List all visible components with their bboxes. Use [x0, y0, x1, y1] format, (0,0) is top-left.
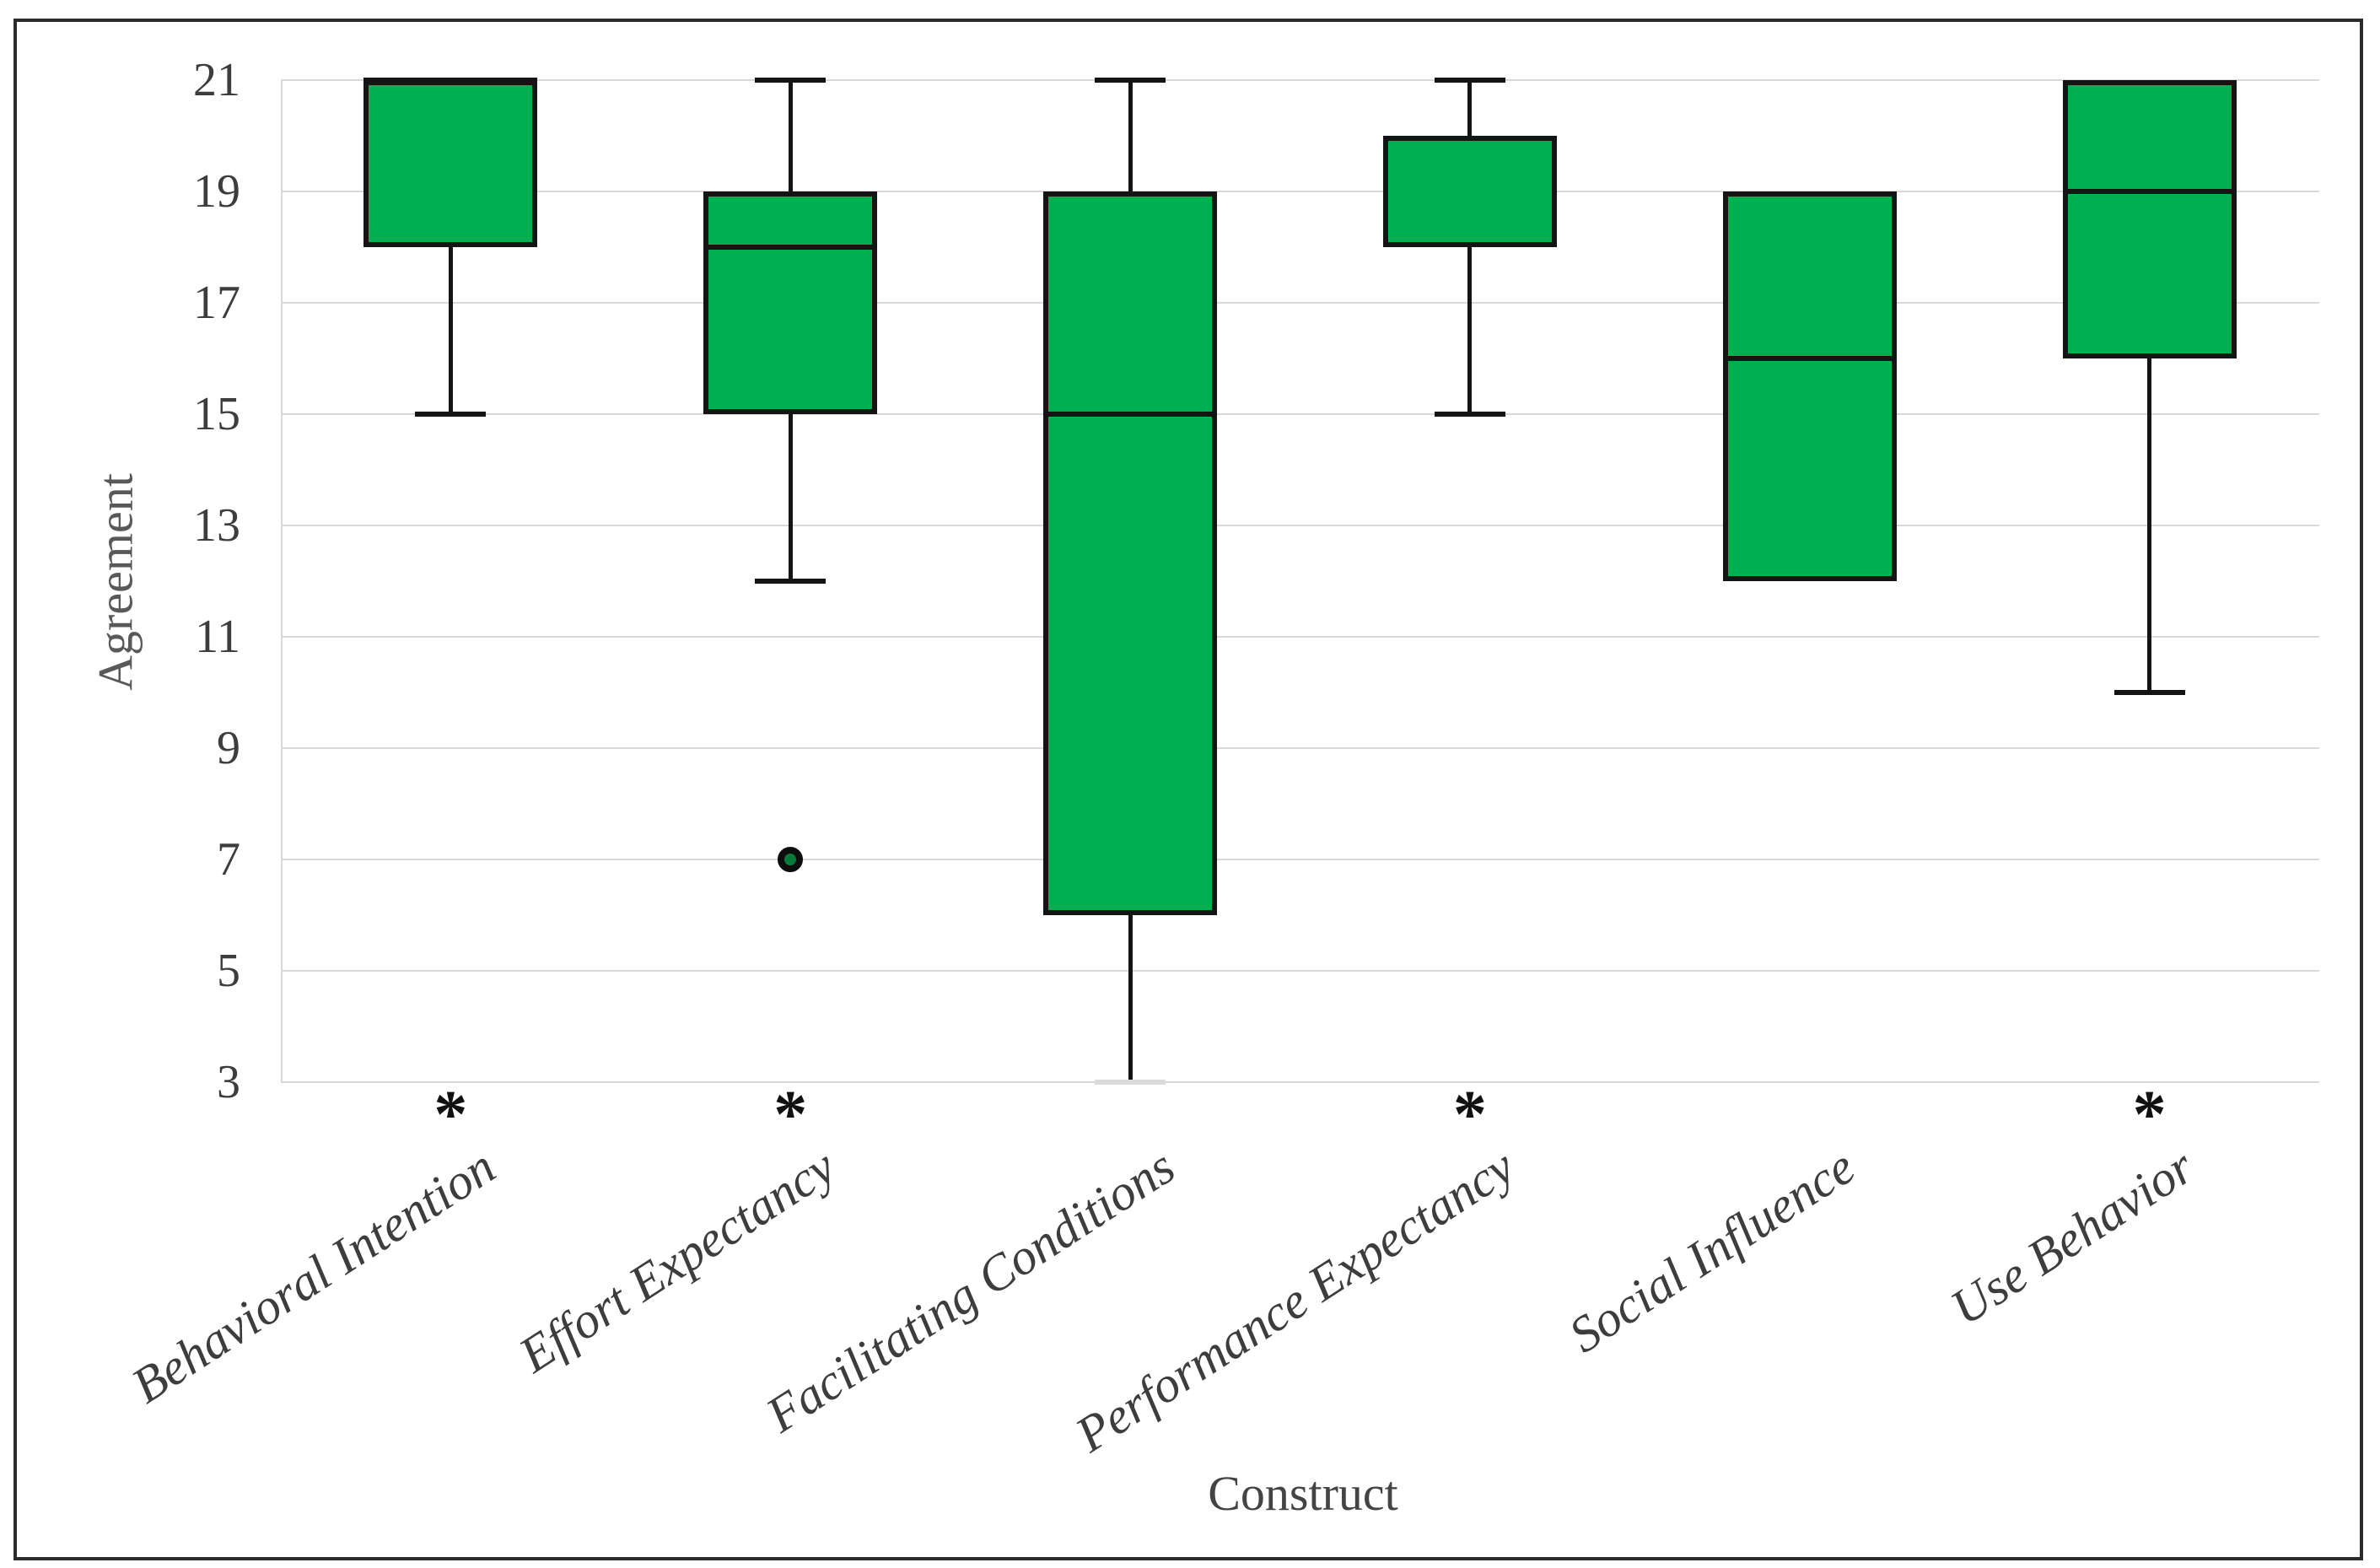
whisker-stem: [788, 414, 793, 581]
y-tick-label: 21: [193, 54, 240, 106]
significance-asterisk: *: [433, 1078, 468, 1152]
y-tick-label: 3: [217, 1056, 240, 1108]
gridline: [281, 413, 2319, 415]
whisker-stem: [1467, 247, 1473, 414]
whisker-stem: [2147, 358, 2152, 692]
whisker-cap: [1434, 78, 1505, 83]
median-line: [363, 78, 538, 83]
category-label: Effort Expectancy: [509, 1138, 845, 1383]
gridline: [281, 1081, 2319, 1083]
median-line: [2062, 189, 2237, 194]
median-line: [703, 245, 878, 250]
whisker-cap: [755, 579, 827, 584]
whisker-cap: [1095, 78, 1166, 83]
median-line: [1722, 356, 1897, 361]
gridline: [281, 302, 2319, 304]
whisker-cap: [415, 412, 487, 417]
whisker-stem: [1467, 80, 1473, 136]
whisker-stem: [448, 247, 453, 414]
x-axis-title: Construct: [1208, 1466, 1398, 1521]
category-label: Use Behavior: [1941, 1138, 2204, 1336]
gridline: [281, 636, 2319, 638]
gridline: [281, 191, 2319, 192]
y-tick-label: 11: [195, 611, 240, 663]
gridline: [281, 525, 2319, 526]
y-tick-label: 7: [217, 833, 240, 886]
y-tick-label: 9: [217, 722, 240, 774]
whisker-cap: [2113, 690, 2185, 695]
box-0: [363, 80, 538, 247]
box-2: [1043, 191, 1218, 915]
y-tick-label: 5: [217, 945, 240, 997]
gridline: [281, 747, 2319, 749]
gridline: [281, 970, 2319, 972]
y-axis-title: Agreement: [88, 473, 143, 691]
y-tick-label: 13: [193, 499, 240, 552]
whisker-cap: [1095, 1080, 1166, 1085]
y-tick-label: 15: [193, 388, 240, 440]
whisker-stem: [788, 80, 793, 191]
y-tick-label: 19: [193, 165, 240, 218]
gridline: [281, 79, 2319, 81]
box-4: [1722, 191, 1897, 581]
significance-asterisk: *: [773, 1078, 808, 1152]
y-tick-label: 17: [193, 277, 240, 329]
significance-asterisk: *: [1452, 1078, 1487, 1152]
whisker-cap: [755, 78, 827, 83]
category-label: Social Influence: [1559, 1138, 1865, 1364]
box-5: [2062, 80, 2237, 358]
box-1: [703, 191, 878, 414]
outlier-point: [778, 847, 804, 872]
plot-left-border: [281, 80, 283, 1082]
whisker-stem: [1128, 80, 1133, 191]
significance-asterisk: *: [2132, 1078, 2167, 1152]
box-3: [1382, 136, 1557, 247]
gridline: [281, 859, 2319, 860]
whisker-cap: [1434, 412, 1505, 417]
median-line: [1043, 412, 1218, 417]
category-label: Behavioral Intention: [121, 1138, 505, 1414]
whisker-stem: [1128, 915, 1133, 1082]
